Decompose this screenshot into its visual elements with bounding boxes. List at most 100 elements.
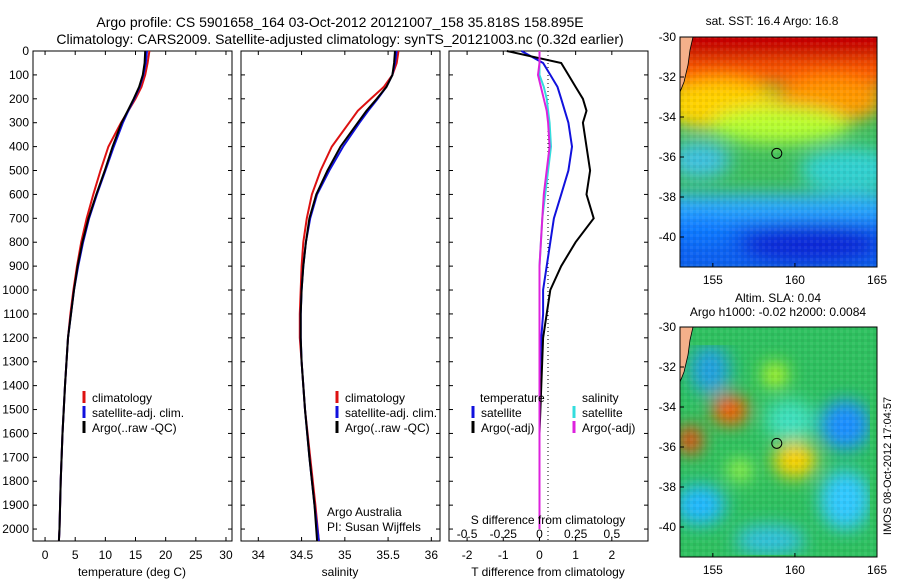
legend-label-satellite: satellite-adj. clim. bbox=[345, 406, 437, 420]
x-tick-label: 0 bbox=[42, 548, 49, 562]
depth-tick-label: 1500 bbox=[2, 403, 29, 417]
legend-label-climatology: climatology bbox=[92, 391, 152, 405]
lon-tick-label: 160 bbox=[785, 273, 805, 287]
temperature-series bbox=[57, 50, 151, 542]
sla-map-title: Altim. SLA: 0.04 bbox=[735, 291, 821, 305]
lat-tick-label: -40 bbox=[659, 230, 677, 244]
depth-tick-label: 600 bbox=[9, 187, 29, 201]
legend-label-s-satellite: satellite bbox=[582, 406, 623, 420]
depth-tick-label: 1200 bbox=[2, 331, 29, 345]
salinity-panel: 34 34.5 35 35.5 36 salinity climatology sate… bbox=[240, 50, 441, 579]
t-difference-axis-label: T difference from climatology bbox=[471, 565, 625, 579]
lat-tick-label: -32 bbox=[659, 70, 677, 84]
temperature-plot-frame bbox=[32, 50, 233, 542]
depth-tick-label: 0 bbox=[22, 44, 29, 58]
sla-latitude-axis: -30 -32 -34 -36 -38 -40 bbox=[659, 320, 684, 534]
sla-map-panel: Altim. SLA: 0.04 Argo h1000: -0.02 h2000… bbox=[659, 291, 888, 577]
depth-tick-label: 200 bbox=[9, 92, 29, 106]
s-difference-tick-labels: -0.5 -0.25 0 0.25 0.5 bbox=[457, 527, 621, 541]
series-line-t-argo-adj- bbox=[506, 50, 595, 529]
x-tick-label: 30 bbox=[219, 548, 233, 562]
series-line-argo-raw-qc- bbox=[57, 50, 147, 542]
legend-label-satellite: satellite-adj. clim. bbox=[92, 406, 184, 420]
legend-label-climatology: climatology bbox=[345, 391, 405, 405]
lat-tick-label: -32 bbox=[659, 360, 677, 374]
temperature-axis: 0 5 10 15 20 25 30 bbox=[42, 51, 233, 562]
sla-map-frame bbox=[679, 326, 878, 558]
lat-tick-label: -34 bbox=[659, 110, 677, 124]
depth-tick-label: 1100 bbox=[3, 307, 29, 321]
sst-heatmap bbox=[680, 37, 877, 267]
difference-legend: temperature salinity satellite Argo(-adj… bbox=[471, 391, 635, 435]
salinity-axis: 34 34.5 35 35.5 36 bbox=[252, 51, 438, 562]
difference-depth-ticks bbox=[449, 50, 648, 530]
lon-tick-label: 160 bbox=[785, 563, 805, 577]
legend-label-t-argo: Argo(-adj) bbox=[481, 421, 534, 435]
x-tick-label: -2 bbox=[462, 548, 473, 562]
source-annotation-line1: Argo Australia bbox=[327, 505, 402, 519]
lat-tick-label: -30 bbox=[659, 30, 677, 44]
depth-tick-label: 2000 bbox=[2, 522, 29, 536]
depth-tick-label: 500 bbox=[9, 164, 29, 178]
depth-tick-label: 1000 bbox=[2, 283, 29, 297]
lon-tick-label: 165 bbox=[867, 273, 887, 287]
depth-tick-label: 900 bbox=[9, 259, 29, 273]
legend-label-t-satellite: satellite bbox=[481, 406, 522, 420]
x-tick-label: 0 bbox=[536, 548, 543, 562]
timestamp-stamp: IMOS 08-Oct-2012 17:04:57 bbox=[882, 397, 894, 535]
salinity-plot-frame bbox=[240, 50, 441, 542]
sst-latitude-axis: -30 -32 -34 -36 -38 -40 bbox=[659, 30, 684, 244]
depth-tick-label: 1600 bbox=[2, 426, 29, 440]
series-line-s-argo-adj- bbox=[536, 51, 551, 529]
x-tick-label: 35 bbox=[338, 548, 352, 562]
temperature-legend: climatology satellite-adj. clim. Argo(..… bbox=[82, 391, 184, 435]
depth-tick-label: 300 bbox=[9, 116, 29, 130]
x-tick-label: 34.5 bbox=[290, 548, 314, 562]
salinity-axis-label: salinity bbox=[322, 565, 359, 579]
legend-header-salinity: salinity bbox=[582, 391, 619, 405]
s-difference-tick-label: -0.5 bbox=[457, 527, 478, 541]
sst-map-title: sat. SST: 16.4 Argo: 16.8 bbox=[706, 14, 839, 28]
sla-coastline bbox=[680, 327, 694, 383]
source-annotation-line2: PI: Susan Wijffels bbox=[327, 520, 421, 534]
x-tick-label: -1 bbox=[498, 548, 509, 562]
legend-header-temperature: temperature bbox=[480, 391, 545, 405]
lat-tick-label: -36 bbox=[659, 440, 677, 454]
legend-label-argo: Argo(..raw -QC) bbox=[92, 421, 177, 435]
sla-argo-location-marker bbox=[771, 437, 783, 449]
depth-tick-label: 1700 bbox=[2, 450, 29, 464]
x-tick-label: 10 bbox=[99, 548, 113, 562]
legend-label-s-argo: Argo(-adj) bbox=[582, 421, 635, 435]
s-difference-tick-label: 0 bbox=[536, 527, 543, 541]
lat-tick-label: -38 bbox=[659, 190, 677, 204]
s-difference-tick-label: 0.5 bbox=[603, 527, 620, 541]
sla-map-subtitle: Argo h1000: -0.02 h2000: 0.0084 bbox=[690, 305, 866, 319]
depth-tick-label: 400 bbox=[9, 140, 29, 154]
s-difference-tick-label: -0.25 bbox=[490, 527, 518, 541]
lat-tick-label: -40 bbox=[659, 520, 677, 534]
lon-tick-label: 155 bbox=[703, 563, 723, 577]
x-tick-label: 5 bbox=[72, 548, 79, 562]
x-tick-label: 35.5 bbox=[376, 548, 400, 562]
x-tick-label: 2 bbox=[608, 548, 615, 562]
x-tick-label: 25 bbox=[189, 548, 203, 562]
difference-panel: -2 -1 0 1 2 T difference from climatology S … bbox=[448, 50, 649, 579]
depth-tick-label: 1800 bbox=[2, 474, 29, 488]
lon-tick-label: 165 bbox=[867, 563, 887, 577]
figure-title-line1: Argo profile: CS 5901658_164 03-Oct-2012… bbox=[96, 14, 583, 30]
sst-argo-location-marker bbox=[771, 147, 783, 159]
lon-tick-label: 155 bbox=[703, 273, 723, 287]
depth-tick-label: 1400 bbox=[2, 379, 29, 393]
depth-axis: 0 100 200 300 400 500 600 700 800 900 1000 1100 1200… bbox=[2, 44, 232, 536]
s-difference-tick-label: 0.25 bbox=[564, 527, 588, 541]
salinity-legend: climatology satellite-adj. clim. Argo(..… bbox=[335, 391, 437, 435]
sst-longitude-axis: 155 160 165 bbox=[703, 263, 887, 287]
lat-tick-label: -34 bbox=[659, 400, 677, 414]
sst-map-panel: sat. SST: 16.4 Argo: 16.8 155 160 165 -30 -… bbox=[659, 14, 888, 287]
x-tick-label: 20 bbox=[159, 548, 173, 562]
series-line-argo-raw-qc- bbox=[299, 50, 396, 542]
depth-tick-label: 1300 bbox=[2, 355, 29, 369]
x-tick-label: 15 bbox=[129, 548, 143, 562]
depth-tick-label: 1900 bbox=[2, 498, 29, 512]
